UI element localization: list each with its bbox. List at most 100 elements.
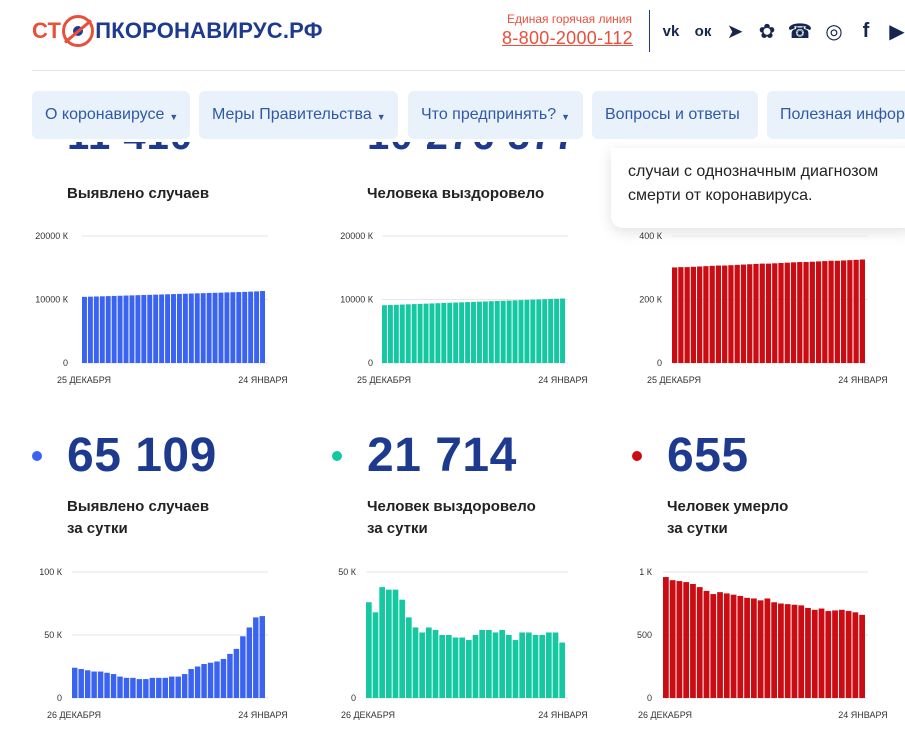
bar [476, 301, 482, 363]
bar [784, 262, 790, 363]
bar [853, 259, 859, 363]
bar [518, 300, 524, 363]
daily-recovered-label-line1: Человек выздоровело [367, 498, 536, 515]
hotline-phone-link[interactable]: 8-800-2000-112 [502, 28, 633, 48]
bar [233, 648, 240, 698]
bar [429, 303, 435, 363]
nav-item-government-measures[interactable]: Меры Правительства ▼ [199, 91, 398, 139]
site-logo[interactable]: СТ ПКОРОНАВИРУС.РФ [32, 14, 323, 48]
bar [130, 677, 136, 698]
bar [524, 299, 530, 363]
x-start-label: 25 ДЕКАБРЯ [357, 375, 411, 385]
bar [753, 263, 759, 363]
bar [405, 304, 411, 363]
bar [201, 663, 207, 698]
bar [207, 662, 214, 698]
bar [149, 677, 156, 698]
bar [87, 296, 93, 363]
y-tick-label: 10000 К [35, 295, 69, 305]
nav-item-label: Вопросы и ответы [605, 106, 740, 123]
bar [764, 598, 771, 698]
daily-deaths-label: Человек умерло за сутки [667, 496, 788, 540]
viber-icon[interactable]: ☎ [787, 20, 813, 43]
bar [536, 299, 542, 363]
nav-item-useful-info[interactable]: Полезная информация [767, 91, 905, 139]
youtube-icon[interactable]: ▶ [889, 20, 905, 43]
y-tick-label: 20000 К [35, 231, 69, 241]
bar [499, 629, 505, 698]
bar [715, 265, 722, 363]
x-end-label: 24 ЯНВАРЯ [838, 375, 888, 385]
vk-icon[interactable]: vk [662, 22, 680, 40]
bar [259, 616, 265, 698]
bar [206, 292, 212, 363]
cases-legend-dot [32, 451, 42, 461]
y-tick-label: 0 [57, 693, 62, 703]
y-tick-label: 50 К [338, 567, 357, 577]
y-tick-label: 400 К [639, 231, 663, 241]
bar [78, 669, 84, 698]
logo-text-part1: СТ [32, 18, 62, 43]
bar [93, 296, 99, 363]
y-tick-label: 0 [351, 693, 356, 703]
nav-item-faq[interactable]: Вопросы и ответы [592, 91, 758, 139]
bar [678, 267, 684, 364]
bar [165, 294, 171, 363]
bar [224, 292, 230, 363]
bar [136, 679, 143, 698]
bar [447, 302, 453, 363]
bar [465, 302, 471, 363]
bar [683, 582, 690, 698]
bar [805, 607, 811, 698]
bar [153, 294, 159, 363]
recovered-legend-dot [332, 451, 342, 461]
bar [703, 266, 709, 363]
total-recovered-number: 10 276 577 [367, 142, 612, 156]
bar [828, 260, 834, 363]
bar [123, 677, 130, 698]
bar [548, 298, 554, 363]
bar [175, 676, 181, 698]
facebook-icon[interactable]: f [862, 19, 870, 42]
instagram-icon[interactable]: ◎ [825, 20, 843, 43]
bar [459, 637, 465, 698]
daily-cases-number: 65 109 [67, 429, 217, 482]
bar [532, 635, 539, 698]
daily-recovered-number: 21 714 [367, 429, 517, 482]
bar [188, 669, 194, 698]
bar [123, 295, 129, 363]
bar [117, 676, 123, 698]
nav-item-about-coronavirus[interactable]: О коронавирусе ▼ [32, 91, 190, 139]
daily-cases-label-line1: Выявлено случаев [67, 498, 210, 515]
bar [406, 617, 412, 698]
bar [834, 260, 840, 363]
odnoklassniki-icon[interactable]: ок [694, 22, 712, 40]
bar [82, 296, 87, 363]
yandex-zen-icon[interactable]: ✿ [758, 20, 776, 43]
nav-item-label: О коронавирусе [45, 106, 165, 123]
bar [169, 676, 175, 698]
bar [248, 291, 254, 363]
x-end-label: 24 ЯНВАРЯ [238, 375, 288, 385]
bar [560, 298, 565, 363]
bar [459, 302, 465, 363]
header-divider [649, 10, 650, 52]
x-end-label: 24 ЯНВАРЯ [538, 375, 588, 385]
bar [399, 599, 405, 698]
virus-stop-icon [62, 15, 95, 47]
y-tick-label: 0 [657, 358, 662, 368]
bar [740, 264, 747, 363]
nav-item-what-to-do[interactable]: Что предпринять? ▼ [408, 91, 583, 139]
telegram-icon[interactable]: ➤ [726, 20, 744, 43]
bar [818, 608, 825, 698]
bar [366, 602, 372, 698]
bar [512, 300, 518, 363]
x-end-label: 24 ЯНВАРЯ [838, 710, 888, 720]
y-tick-label: 1 К [639, 567, 653, 577]
bar [750, 598, 757, 698]
bar [423, 303, 429, 363]
y-tick-label: 500 [637, 630, 652, 640]
bar [220, 658, 227, 698]
bar [803, 262, 809, 363]
bar [182, 293, 188, 363]
